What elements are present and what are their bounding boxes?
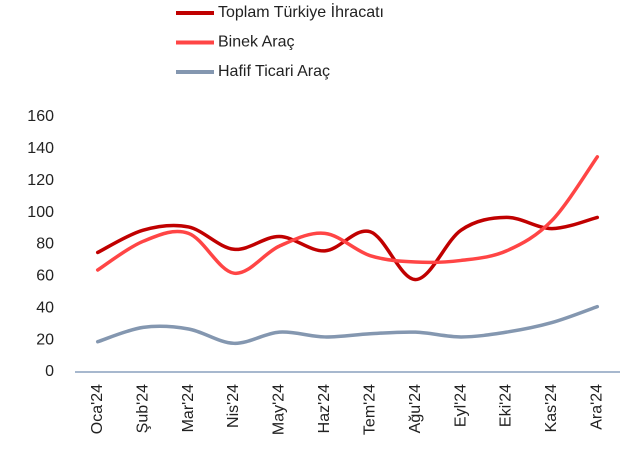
legend-label: Toplam Türkiye İhracatı <box>218 2 384 21</box>
series-line <box>95 155 600 275</box>
x-tick-label: Kas'24 <box>543 384 560 433</box>
y-tick-label: 140 <box>27 140 54 157</box>
y-tick-label: 0 <box>45 363 54 380</box>
y-tick-label: 40 <box>36 299 54 316</box>
x-tick-label: Ağu'24 <box>407 384 424 433</box>
y-tick-label: 60 <box>36 268 54 285</box>
x-tick-label: Haz'24 <box>316 384 333 433</box>
y-tick-label: 80 <box>36 236 54 253</box>
series-line <box>95 304 600 346</box>
x-tick-label: Tem'24 <box>361 384 378 435</box>
x-tick-label: Ara'24 <box>589 384 606 430</box>
x-tick-label: Eyl'24 <box>452 384 469 427</box>
x-tick-label: Eki'24 <box>498 384 515 427</box>
y-tick-label: 100 <box>27 204 54 221</box>
y-tick-label: 160 <box>27 108 54 125</box>
x-tick-label: Mar'24 <box>180 384 197 433</box>
y-tick-label: 120 <box>27 172 54 189</box>
x-tick-label: Nis'24 <box>225 384 242 428</box>
series-line <box>95 215 600 282</box>
y-tick-label: 20 <box>36 331 54 348</box>
legend-label: Hafif Ticari Araç <box>218 63 330 80</box>
x-tick-label: Oca'24 <box>89 384 106 434</box>
x-tick-label: Şub'24 <box>134 384 151 433</box>
x-tick-label: May'24 <box>271 384 288 435</box>
legend-label: Binek Araç <box>218 34 294 51</box>
